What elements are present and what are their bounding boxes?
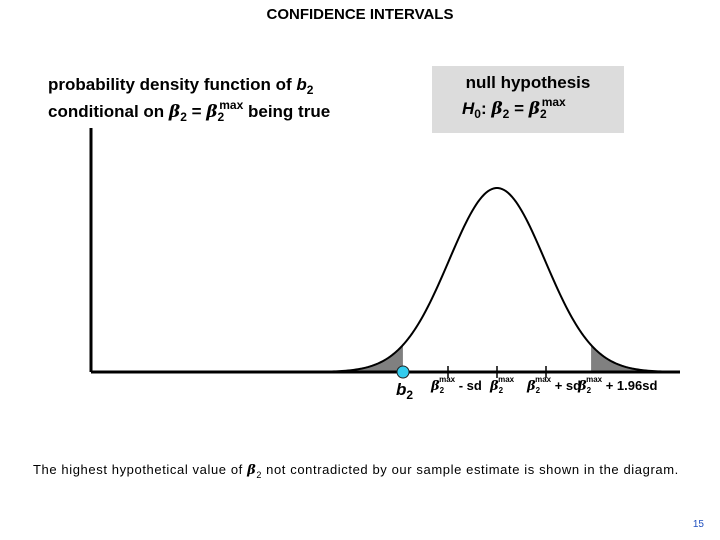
right-tail-shade <box>591 345 680 372</box>
page-number: 15 <box>692 519 704 530</box>
null-hypothesis-heading: null hypothesis <box>465 73 591 92</box>
pdf-label-line2: conditional on β2 = β2max being true <box>48 98 331 124</box>
label-beta-minus-sd: β2max - sd <box>431 375 482 395</box>
page-title: CONFIDENCE INTERVALS <box>266 6 454 23</box>
pdf-label-line1: probability density function of b2 <box>48 75 314 97</box>
label-beta-plus-sd: β2max + sd <box>527 375 582 395</box>
left-tail-shade <box>300 345 403 372</box>
density-curve <box>299 187 681 373</box>
caption: The highest hypothetical value of β2 not… <box>33 462 679 480</box>
pdf-label: probability density function of b2 condi… <box>48 72 330 126</box>
sample-estimate-dot <box>396 365 410 379</box>
null-hypothesis-equation: H0: β2 = β2max <box>462 95 566 121</box>
label-beta-max: β2max <box>490 375 515 395</box>
label-beta-plus-196sd: β2max + 1.96sd <box>578 375 658 395</box>
b2-label: b2 <box>396 380 414 402</box>
null-hypothesis-box: null hypothesis H0: β2 = β2max <box>432 66 624 133</box>
